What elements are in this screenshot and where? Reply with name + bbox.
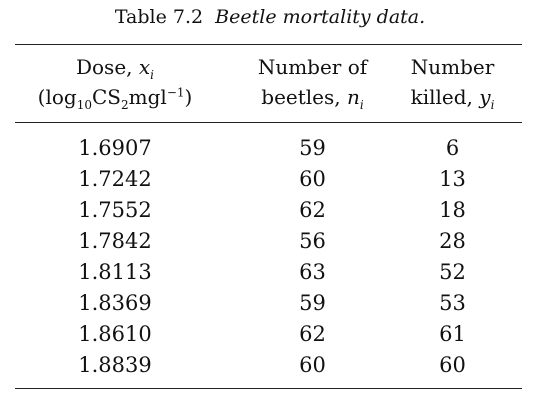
header-dose-unit-exp: −1	[166, 85, 185, 100]
cell-dose: 1.8839	[78, 353, 152, 377]
bottom-rule	[15, 388, 522, 389]
cell-number: 62	[299, 198, 326, 222]
header-killed-var: y	[479, 85, 491, 109]
header-dose: Dose, xi (log10CS2mgl−1)	[20, 52, 210, 112]
header-number-line1: Number of	[257, 55, 368, 79]
cell-dose: 1.7242	[78, 167, 152, 191]
header-number-var: n	[347, 85, 360, 109]
cell-killed: 53	[439, 291, 466, 315]
table-caption: Table 7.2 Beetle mortality data.	[0, 6, 540, 28]
cell-number: 59	[299, 291, 326, 315]
column-number: 59 60 62 56 63 59 62 60	[240, 133, 385, 381]
cell-killed: 6	[445, 136, 460, 160]
cell-killed: 60	[439, 353, 466, 377]
caption-title: Beetle mortality data.	[215, 6, 426, 28]
header-dose-unit-cs: CS	[91, 85, 121, 109]
header-number: Number of beetles, ni	[240, 52, 385, 112]
header-dose-unit-close: )	[184, 85, 193, 109]
cell-dose: 1.8113	[78, 260, 152, 284]
header-dose-label: Dose,	[75, 55, 139, 79]
header-dose-var: x	[138, 55, 151, 79]
header-dose-unit-log: (log	[37, 85, 77, 109]
cell-number: 63	[299, 260, 326, 284]
cell-dose: 1.8369	[78, 291, 152, 315]
cell-killed: 13	[439, 167, 466, 191]
header-killed-line1: Number	[410, 55, 495, 79]
caption-label: Table 7.2	[114, 6, 204, 28]
cell-number: 60	[299, 167, 326, 191]
header-dose-sub: i	[150, 68, 154, 82]
header-killed-line2: killed,	[410, 85, 480, 109]
header-rule	[15, 122, 522, 123]
header-killed-sub: i	[490, 98, 495, 112]
header-dose-unit-base: 10	[76, 98, 92, 112]
header-number-sub: i	[359, 98, 364, 112]
column-dose: 1.6907 1.7242 1.7552 1.7842 1.8113 1.836…	[20, 133, 210, 381]
header-dose-unit-two: 2	[121, 98, 129, 112]
column-killed: 6 13 18 28 52 53 61 60	[385, 133, 520, 381]
cell-dose: 1.8610	[78, 322, 152, 346]
cell-killed: 28	[439, 229, 466, 253]
cell-number: 56	[299, 229, 326, 253]
cell-killed: 52	[439, 260, 466, 284]
cell-dose: 1.6907	[78, 136, 152, 160]
cell-number: 62	[299, 322, 326, 346]
header-killed: Number killed, yi	[385, 52, 520, 112]
cell-killed: 61	[439, 322, 466, 346]
cell-number: 59	[299, 136, 326, 160]
cell-killed: 18	[439, 198, 466, 222]
header-dose-unit-mgl: mgl	[128, 85, 167, 109]
top-rule	[15, 44, 522, 45]
header-number-line2: beetles,	[261, 85, 347, 109]
cell-number: 60	[299, 353, 326, 377]
cell-dose: 1.7842	[78, 229, 152, 253]
cell-dose: 1.7552	[78, 198, 152, 222]
